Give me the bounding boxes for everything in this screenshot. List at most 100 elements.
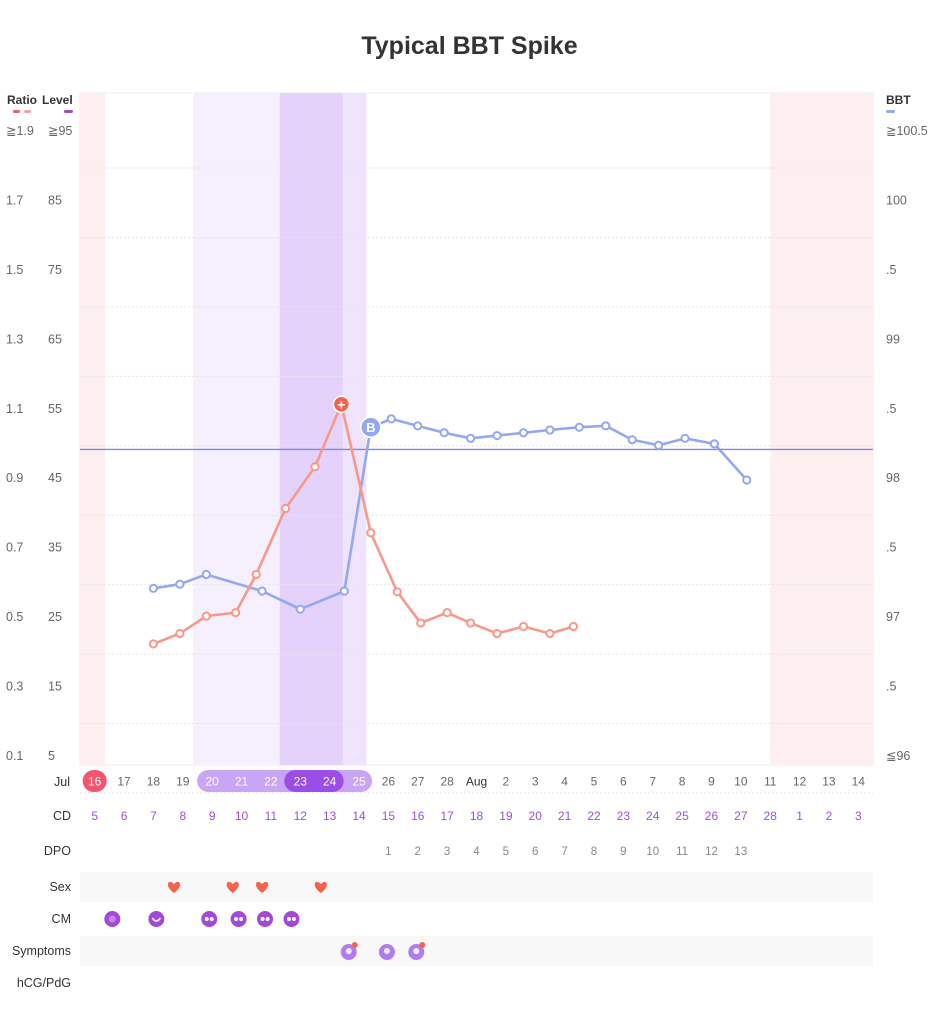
symptoms-row-label: Symptoms: [12, 944, 71, 958]
cycle-day-value: 21: [558, 809, 572, 823]
date-tick-label: 7: [649, 775, 656, 789]
cm-icon-inner: [234, 917, 239, 921]
bbt-point: [601, 421, 611, 431]
dpo-row-label: DPO: [44, 844, 71, 858]
shaded-region-mid_purple: [342, 93, 367, 765]
cycle-day-value: 9: [209, 809, 216, 823]
chart-title: Typical BBT Spike: [361, 32, 578, 60]
dpo-value: 7: [561, 846, 567, 858]
bbt-tick-label: ≧100.5: [886, 124, 928, 138]
cycle-day-value: 18: [470, 809, 484, 823]
date-tick-label: 20: [205, 775, 219, 789]
cycle-day-value: 23: [617, 809, 631, 823]
cycle-day-value: 7: [150, 809, 157, 823]
ratio-tick-label: 0.3: [6, 680, 23, 694]
month-label: Jul: [54, 775, 70, 789]
level-tick-label: 65: [48, 332, 62, 346]
drops-icon: [283, 911, 300, 927]
ratio-point: [175, 628, 185, 639]
date-tick-label: 25: [352, 775, 366, 789]
ratio-tick-label: 1.7: [6, 193, 23, 207]
cycle-day-value: 1: [796, 809, 803, 823]
ratio-point: [251, 569, 261, 580]
ratio-point: [568, 621, 579, 632]
symptom-alert-dot: [419, 942, 426, 948]
dpo-value: 13: [734, 846, 747, 858]
bbt-tick-label: 99: [886, 332, 900, 346]
symptom-alert-dot: [351, 942, 358, 948]
smile-icon: [148, 911, 165, 927]
cm-icon-inner: [239, 917, 244, 921]
cycle-day-value: 13: [323, 809, 337, 823]
ratio-legend-label: Ratio: [7, 93, 37, 107]
dpo-value: 1: [385, 846, 391, 858]
bbt-point: [148, 583, 159, 593]
cm-icon-inner: [108, 915, 116, 923]
cycle-day-value: 8: [179, 809, 186, 823]
level-tick-label: 45: [48, 471, 62, 485]
ratio-tick-label: 1.3: [6, 332, 23, 346]
bbt-tick-label: .5: [886, 263, 896, 277]
level-tick-label: ≧95: [48, 124, 72, 138]
dot-icon: [104, 911, 121, 927]
heart-icon: [314, 881, 327, 893]
ratio-point: [466, 618, 476, 628]
cycle-day-value: 22: [587, 809, 601, 823]
date-tick-label: 5: [591, 775, 598, 789]
cm-row-label: CM: [52, 912, 71, 926]
bbt-spike-marker: [360, 416, 382, 438]
heart-icon: [167, 881, 181, 893]
ratio-tick-label: 0.1: [6, 749, 23, 763]
date-tick-label: 3: [532, 775, 539, 789]
level-tick-label: 35: [48, 541, 62, 555]
dpo-value: 3: [444, 846, 450, 858]
bbt-tick-label: ≦96: [886, 749, 910, 763]
ratio-legend-swatch-light: [24, 110, 31, 113]
bbt-tick-label: 98: [886, 471, 900, 485]
shaded-region-dark_purple: [279, 93, 343, 765]
symptom-icon-inner: [383, 948, 390, 954]
date-tick-label: 10: [734, 775, 748, 789]
bbt-tick-label: .5: [886, 680, 896, 694]
bbt-point: [680, 433, 690, 443]
date-tick-label: 21: [235, 775, 249, 789]
bbt-point: [627, 435, 637, 445]
ratio-point: [201, 611, 211, 621]
cycle-day-value: 2: [826, 809, 833, 823]
shaded-region-pink: [80, 93, 105, 765]
level-tick-label: 5: [48, 749, 55, 763]
date-tick-label: 16: [88, 775, 102, 789]
shaded-region-light_purple: [193, 93, 280, 765]
symptom-icon-inner: [345, 948, 352, 954]
ratio-point: [492, 628, 502, 639]
ratio-point: [416, 618, 426, 628]
date-tick-label: 18: [147, 775, 161, 789]
date-tick-label: 11: [764, 775, 777, 789]
peak-marker: [332, 395, 351, 414]
cm-icon-inner: [265, 917, 270, 921]
cycle-day-value: 28: [764, 809, 778, 823]
cycle-day-value: 27: [734, 809, 748, 823]
cm-icon-inner: [204, 917, 209, 921]
date-tick-label: 6: [620, 775, 627, 789]
level-legend-swatch: [64, 110, 73, 113]
ratio-point: [392, 587, 402, 597]
date-tick-label: Aug: [466, 775, 487, 789]
ratio-point: [148, 639, 159, 649]
ratio-point: [366, 528, 376, 538]
bbt-tick-label: 100: [886, 193, 907, 207]
bbt-point: [175, 579, 185, 589]
bbt-point: [518, 428, 529, 438]
cycle-day-value: 25: [675, 809, 689, 823]
sex-row-bg: [80, 872, 873, 902]
heart-icon: [256, 881, 269, 893]
bbt-point: [466, 433, 476, 443]
bbt-point: [709, 439, 720, 449]
sex-row-label: Sex: [49, 880, 71, 894]
date-tick-label: 14: [852, 775, 866, 789]
ratio-point: [231, 608, 241, 618]
bbt-legend-label: BBT: [886, 93, 911, 107]
cycle-day-value: 19: [499, 809, 513, 823]
period-pill: [82, 770, 107, 792]
date-tick-label: 13: [822, 775, 836, 789]
